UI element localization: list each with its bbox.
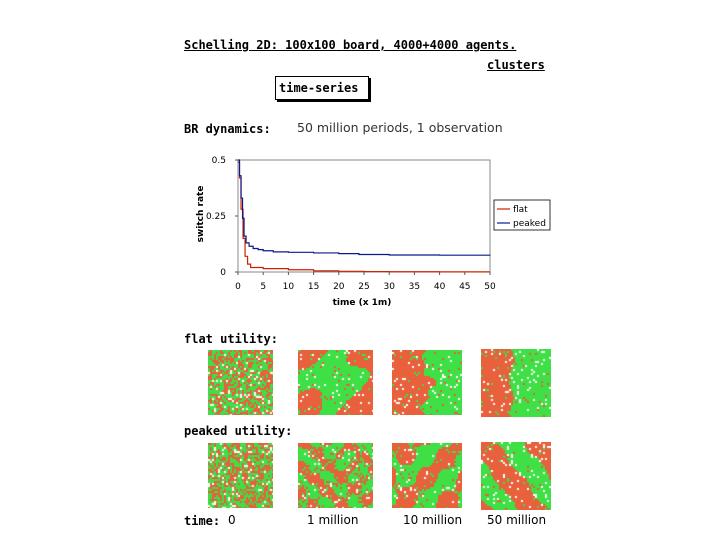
flat-board-t1m <box>298 350 373 415</box>
x-tick-label: 45 <box>459 282 470 292</box>
flat-board-t50m <box>481 349 551 417</box>
y-tick-label: 0.25 <box>206 212 226 222</box>
x-tick-label: 40 <box>434 282 446 292</box>
flat-board-t0 <box>208 350 273 415</box>
clusters-link[interactable]: clusters <box>487 58 545 72</box>
x-tick-label: 30 <box>383 282 395 292</box>
x-axis-label: time (x 1m) <box>333 298 392 308</box>
x-tick-label: 25 <box>358 282 369 292</box>
flat-board-t10m <box>392 350 462 415</box>
x-tick-label: 15 <box>308 282 319 292</box>
x-tick-label: 10 <box>283 282 295 292</box>
br-description: 50 million periods, 1 observation <box>297 120 503 135</box>
time-value-10m: 10 million <box>403 513 463 527</box>
x-tick-label: 5 <box>260 282 266 292</box>
br-dynamics-label: BR dynamics: <box>184 122 271 136</box>
legend: flat peaked <box>493 199 551 231</box>
peaked-board-t50m <box>481 442 551 510</box>
legend-label-flat: flat <box>513 205 528 215</box>
x-tick-label: 50 <box>484 282 496 292</box>
time-value-0: 0 <box>228 513 236 527</box>
time-label: time: <box>184 514 221 528</box>
time-value-1m: 1 million <box>307 513 359 527</box>
peaked-utility-label: peaked utility: <box>184 424 293 438</box>
y-axis-label: switch rate <box>196 186 206 243</box>
switch-rate-chart: 0 5 10 15 20 25 30 35 40 45 50 0 0.25 0.5 switch rate… <box>196 156 551 308</box>
plot-area <box>237 159 491 273</box>
legend-box <box>493 199 551 231</box>
peaked-board-t10m <box>392 443 462 508</box>
x-tick-label: 35 <box>409 282 420 292</box>
legend-label-peaked: peaked <box>513 219 546 229</box>
time-series-label: time-series <box>279 81 359 95</box>
time-series-button[interactable]: time-series <box>275 76 369 100</box>
time-value-50m: 50 million <box>487 513 547 527</box>
y-tick-label: 0 <box>220 268 226 278</box>
y-tick-label: 0.5 <box>212 156 226 166</box>
page-title: Schelling 2D: 100x100 board, 4000+4000 a… <box>184 38 517 52</box>
peaked-board-t1m <box>298 443 373 508</box>
peaked-board-t0 <box>208 443 273 508</box>
x-tick-label: 20 <box>333 282 345 292</box>
x-tick-label: 0 <box>235 282 241 292</box>
series-line-peaked <box>238 159 491 256</box>
flat-utility-label: flat utility: <box>184 332 278 346</box>
